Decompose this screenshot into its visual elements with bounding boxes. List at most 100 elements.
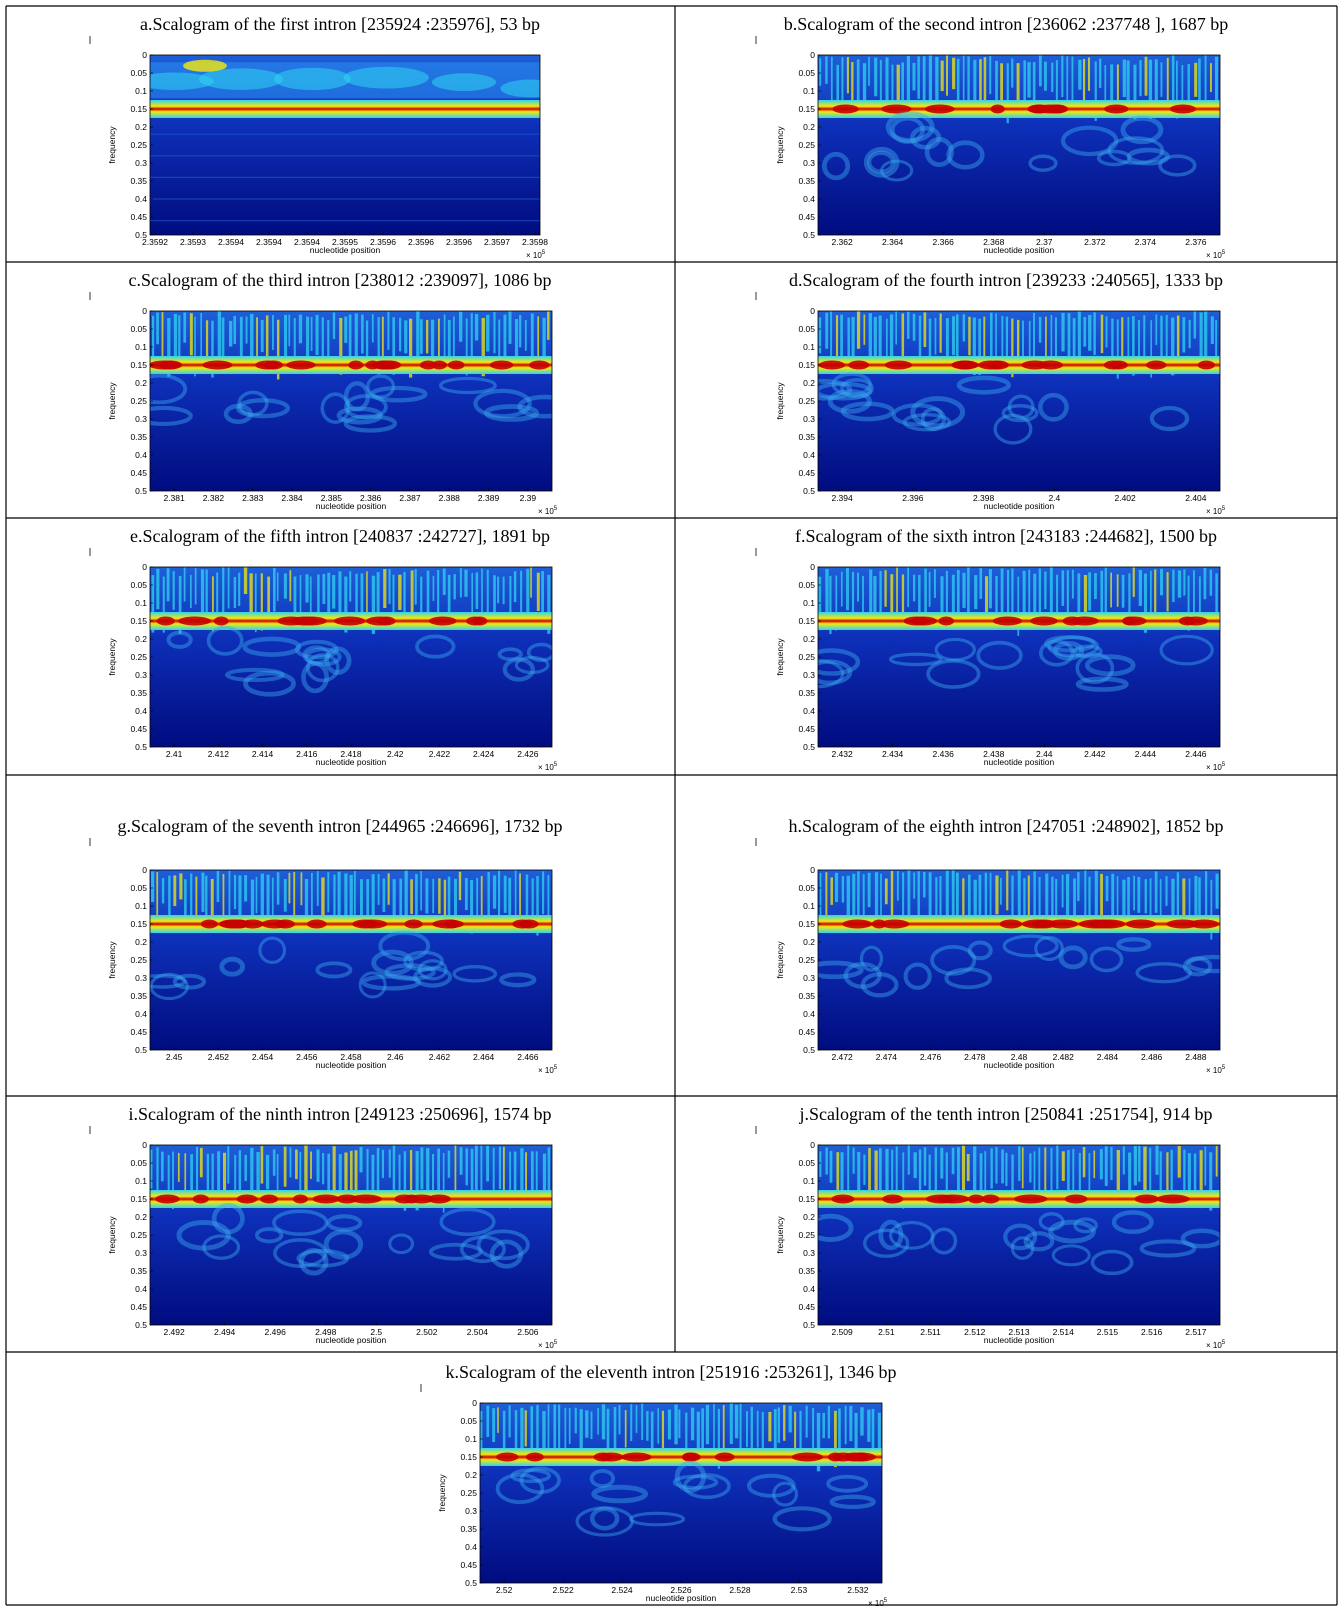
heatmap-streak [868,313,872,368]
heatmap-streak [1133,1146,1137,1186]
x-tick-label: 2.46 [387,1052,404,1062]
heatmap-blob [343,66,429,89]
heatmap-streak [1033,1151,1036,1205]
x-tick-label: 2.402 [1114,493,1136,503]
heatmap-streak [722,1405,725,1451]
y-tick-label: 0.35 [798,688,815,698]
heatmap-streak [841,876,845,903]
heatmap-streak [902,1152,905,1209]
heatmap-streak [1094,870,1098,916]
heatmap-streak [857,871,860,927]
heatmap-streak [276,572,279,602]
heatmap-streak [271,877,274,931]
x-tick-label: 2.416 [296,749,318,759]
heatmap-streak [354,1150,358,1193]
heatmap-streak [951,316,955,356]
heatmap-blob [930,944,977,976]
heatmap-streak [1082,59,1086,112]
x-axis-exponent-base: × 10 [538,1341,554,1350]
heatmap-streak [399,317,402,352]
y-tick-label: 0.2 [135,378,147,388]
heatmap-streak [420,871,422,911]
heatmap-streak [255,876,258,914]
band-hotspot [910,616,938,626]
heatmap-streak [922,56,926,113]
heatmap-streak [265,315,269,374]
x-axis-exponent-power: 5 [1222,250,1226,256]
heatmap-streak [1110,572,1112,608]
heatmap-streak [514,1410,518,1456]
x-axis-exponent-power: 5 [1222,1065,1226,1071]
heatmap-streak [243,567,248,595]
heatmap-streak [1006,570,1010,617]
heatmap-streak [1067,1149,1070,1208]
heatmap-streak [878,315,882,372]
x-tick-label: 2.488 [1185,1052,1207,1062]
band-hotspot [365,360,380,370]
heatmap-blob [150,972,189,1001]
y-tick-label: 0.15 [130,1194,147,1204]
heatmap-streak [674,1404,678,1445]
heatmap-streak [272,567,276,612]
heatmap-blob [1090,1249,1134,1276]
heatmap-streak [934,317,937,355]
x-tick-label: 2.486 [1141,1052,1163,1062]
heatmap-blob [1073,1217,1098,1234]
band-hotspot [428,616,457,626]
heatmap-streak [161,1151,164,1182]
heatmap-blob [1052,641,1085,661]
band-hotspot [512,919,533,929]
heatmap-streak [426,319,429,354]
heatmap-blob [827,389,872,414]
y-tick-label: 0.3 [803,1248,815,1258]
y-tick-label: 0.15 [130,919,147,929]
heatmap-blob [818,378,853,401]
x-tick-label: 2.39 [520,493,537,503]
heatmap-streak [1199,1150,1203,1209]
heatmap-blob [298,1248,329,1276]
heatmap-blob [225,667,285,682]
y-tick-label: 0.2 [135,122,147,132]
scalogram-panel-h: h.Scalogram of the eighth intron [247051… [755,816,1226,1075]
heatmap-streak [979,59,982,106]
heatmap-streak [597,1408,599,1435]
heatmap-streak [1198,877,1201,925]
y-tick-label: 0.5 [135,742,147,752]
y-tick-label: 0.45 [130,212,147,222]
heatmap-streak [178,575,182,634]
x-tick-label: 2.5 [370,1327,382,1337]
heatmap-streak [913,574,916,602]
heatmap-streak [939,313,942,353]
heatmap-blob [993,413,1033,445]
heatmap-blob [476,1229,530,1261]
heatmap-streak [928,318,932,364]
heatmap-streak [962,314,966,342]
x-tick-label: 2.456 [296,1052,318,1062]
heatmap-streak [825,1147,828,1175]
heatmap-blob [863,146,900,178]
heatmap-streak [1165,876,1168,906]
x-tick-label: 2.404 [1185,493,1207,503]
heatmap-streak [907,311,910,339]
heatmap-streak [928,55,932,110]
heatmap-streak [337,871,341,916]
heatmap-streak [443,879,447,923]
x-axis-exponent-base: × 10 [1206,1066,1222,1075]
heatmap-blob [910,125,942,150]
heatmap-streak [530,1151,534,1204]
heatmap-streak [857,1151,861,1198]
heatmap-streak [387,311,390,350]
x-tick-label: 2.398 [973,493,995,503]
heatmap-blob [273,1238,328,1268]
heatmap-streak [519,873,521,925]
band-hotspot [714,1452,735,1462]
heatmap-blob [243,670,296,697]
heatmap-blob [438,376,497,395]
panels: a.Scalogram of the first intron [235924 … [89,14,1228,1608]
band-hotspot [842,919,873,929]
heatmap-streak [1099,1149,1103,1180]
heatmap-blob [930,1227,958,1255]
heatmap-streak [1155,314,1158,345]
x-tick-label: 2.492 [163,1327,185,1337]
heatmap-streak [574,1407,577,1434]
